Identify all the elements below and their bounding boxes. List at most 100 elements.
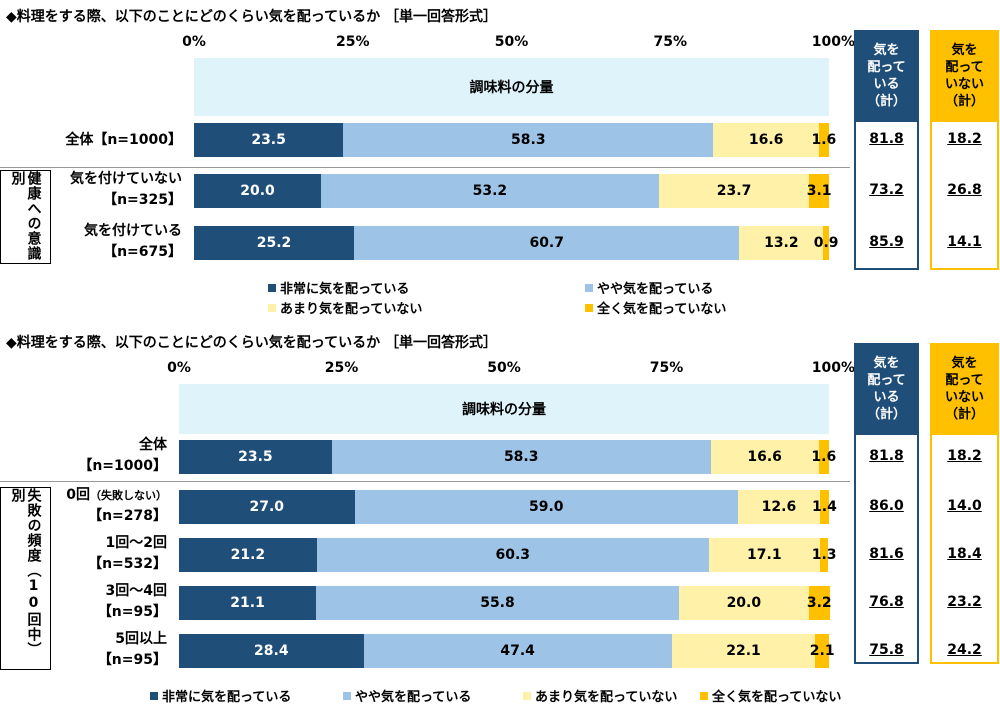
- chart-title: ◆料理をする際、以下のことにどのくらい気を配っているか ［単一回答形式］: [6, 335, 497, 351]
- bar-segment: 55.8: [316, 586, 679, 620]
- column-header-line: （計）: [944, 94, 984, 109]
- bar-segment: 21.2: [179, 538, 317, 572]
- band-label: 調味料の分量: [469, 80, 554, 96]
- row-label: 1回～2回: [105, 535, 167, 551]
- row-separator: [0, 481, 850, 482]
- column-header-line: 配って: [945, 373, 984, 388]
- total-not-aware: 14.1: [947, 234, 982, 250]
- bar-segment: 0.9: [814, 226, 839, 260]
- total-not-aware: 18.2: [947, 131, 982, 147]
- column-header-line: いない: [944, 77, 984, 92]
- not-aware-column-frame: [930, 343, 999, 664]
- row-label-main: 0回: [66, 487, 90, 503]
- x-tick-label: 50%: [494, 34, 529, 50]
- legend-item: やや気を配っている: [343, 686, 471, 705]
- legend-swatch: [700, 691, 708, 700]
- row-label: 5回以上: [115, 631, 167, 647]
- column-header-line: 気を: [873, 356, 900, 371]
- legend-swatch: [343, 691, 351, 700]
- bar-segment: 58.3: [331, 440, 711, 474]
- row-label: 気を付けていない: [70, 171, 182, 187]
- legend-item: 全く気を配っていない: [700, 686, 841, 705]
- legend-swatch: [585, 283, 593, 292]
- bar-segment: 20.0: [678, 586, 809, 620]
- row-label-n: 【n=1000】: [78, 458, 167, 474]
- row-label-n: 【n=532】: [88, 556, 167, 572]
- legend-item: 非常に気を配っている: [268, 278, 409, 297]
- total-aware: 85.9: [869, 234, 904, 250]
- group-label-box: 健康への意識別: [0, 170, 51, 264]
- bar-segment: 17.1: [708, 538, 820, 572]
- column-header-line: いる: [873, 77, 900, 92]
- total-not-aware: 24.2: [947, 642, 982, 658]
- bar-segment: 1.3: [812, 538, 837, 572]
- bar-segment: 1.6: [811, 440, 836, 474]
- column-header-line: 配って: [867, 373, 906, 388]
- row-label-n: 【n=95】: [97, 604, 167, 620]
- bar-segment: 20.0: [194, 174, 321, 208]
- total-aware: 73.2: [869, 182, 904, 198]
- x-tick-label: 0%: [182, 34, 206, 50]
- bar-segment: 59.0: [354, 490, 738, 524]
- x-tick-label: 25%: [324, 360, 359, 376]
- aware-column-frame: [854, 343, 919, 664]
- column-header-line: （計）: [944, 407, 984, 422]
- bar-segment: 23.5: [194, 123, 344, 157]
- x-tick-label: 75%: [649, 360, 684, 376]
- not-aware-total-header: 気を 配って いない （計）: [930, 343, 999, 435]
- bar-segment: 16.6: [710, 440, 819, 474]
- x-tick-label: 50%: [487, 360, 521, 376]
- x-tick-label: 100%: [811, 34, 855, 50]
- row-label-n: 【n=95】: [97, 652, 167, 668]
- legend-item: 非常に気を配っている: [150, 686, 291, 705]
- bar-segment: 3.1: [807, 174, 832, 208]
- not-aware-total-header: 気を 配って いない （計）: [930, 30, 999, 122]
- legend-item: 全く気を配っていない: [585, 298, 726, 317]
- bar-segment: 12.6: [738, 490, 820, 524]
- legend-swatch: [150, 691, 158, 700]
- column-header-line: いない: [944, 390, 984, 405]
- row-label-n: 【n=675】: [103, 244, 182, 260]
- bar-segment: 3.2: [807, 586, 832, 620]
- band-label: 調味料の分量: [462, 402, 546, 418]
- bar-segment: 2.1: [810, 634, 835, 668]
- group-label: 失敗の頻度（10回中）別: [9, 488, 42, 657]
- category-band: [179, 384, 829, 434]
- bar-segment: 23.5: [179, 440, 332, 474]
- group-label-box: 失敗の頻度（10回中）別: [0, 487, 51, 670]
- bar-segment: 28.4: [179, 634, 364, 668]
- aware-total-header: 気を 配って いる （計）: [854, 343, 919, 435]
- column-header-line: いる: [873, 390, 900, 405]
- column-header-line: 気を: [951, 43, 978, 58]
- legend-item: あまり気を配っていない: [523, 686, 677, 705]
- total-not-aware: 18.2: [947, 448, 982, 464]
- legend-label: あまり気を配っていない: [535, 690, 678, 705]
- chart-title: ◆料理をする際、以下のことにどのくらい気を配っているか ［単一回答形式］: [6, 9, 497, 25]
- x-tick-label: 75%: [653, 34, 688, 50]
- legend-item: あまり気を配っていない: [268, 298, 422, 317]
- total-aware: 81.8: [869, 131, 904, 147]
- bar-segment: 1.6: [812, 123, 836, 157]
- column-header-line: 気を: [873, 43, 900, 58]
- row-label-n: 【n=278】: [88, 508, 167, 524]
- legend-label: 非常に気を配っている: [280, 282, 410, 297]
- row-label: 全体【n=1000】: [65, 132, 182, 148]
- legend-label: やや気を配っている: [597, 282, 714, 297]
- bar-segment: 25.2: [194, 226, 355, 260]
- bar-segment: 58.3: [343, 123, 714, 157]
- category-band: [194, 58, 829, 116]
- not-aware-column-frame: [930, 30, 999, 270]
- total-aware: 75.8: [869, 642, 904, 658]
- legend-swatch: [268, 303, 276, 312]
- legend-swatch: [523, 691, 531, 700]
- total-not-aware: 18.4: [947, 546, 982, 562]
- total-aware: 86.0: [869, 498, 904, 514]
- bar-segment: 23.7: [658, 174, 810, 208]
- row-label: 3回～4回: [105, 583, 167, 599]
- total-not-aware: 26.8: [947, 182, 982, 198]
- legend-label: 全く気を配っていない: [712, 690, 842, 705]
- row-label: 気を付けている: [84, 223, 182, 239]
- row-label-n: 【n=325】: [103, 192, 182, 208]
- legend-label: 全く気を配っていない: [597, 302, 727, 317]
- legend-label: あまり気を配っていない: [280, 302, 423, 317]
